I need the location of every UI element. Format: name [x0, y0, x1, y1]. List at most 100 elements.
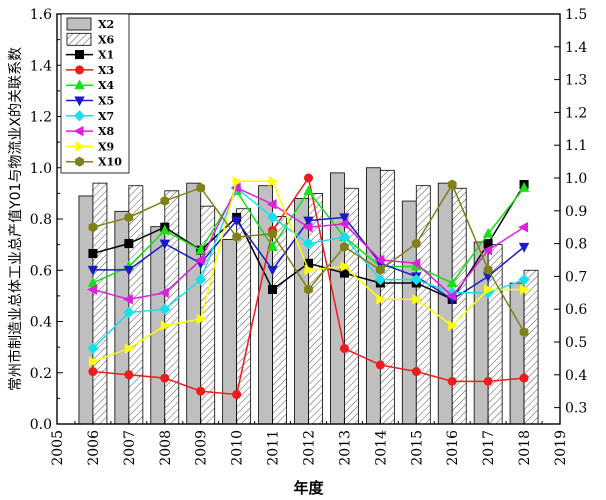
point-x8-2015	[410, 258, 421, 269]
point-x10-2014	[375, 264, 385, 275]
point-x4-2017	[482, 227, 494, 238]
legend: X2 X6 X1 X3 X4 X5 X7 X8 X9 X10	[60, 13, 130, 174]
point-x3-2008	[160, 373, 170, 383]
legend-marker-x8	[73, 125, 84, 137]
point-x7-2015	[410, 274, 422, 286]
point-x7-2011	[266, 211, 279, 223]
point-x3-2014	[375, 360, 385, 370]
point-x8-2018	[518, 222, 529, 233]
point-x7-2014	[374, 274, 386, 286]
point-x5-2011	[267, 265, 278, 276]
right-tick-label: 1.0	[565, 171, 587, 187]
legend-marker-x5	[74, 96, 85, 107]
point-x1-2011	[268, 285, 278, 295]
legend-label-x10: X10	[98, 156, 122, 169]
legend-label-x4: X4	[98, 79, 115, 92]
point-x3-2018	[519, 373, 529, 383]
legend-marker-x7	[73, 110, 86, 122]
left-tick-label: 1.0	[30, 161, 52, 177]
point-x5-2008	[159, 239, 170, 250]
legend-marker-x3	[75, 65, 85, 75]
point-x4-2008	[159, 224, 170, 235]
lines-layer	[87, 173, 530, 399]
point-x5-2018	[518, 242, 530, 253]
point-x3-2009	[196, 386, 206, 396]
point-x7-2006	[87, 342, 99, 355]
point-x9-2006	[88, 356, 99, 367]
point-x8-2012	[302, 222, 313, 233]
right-tick-label: 1.4	[565, 40, 587, 56]
point-x10-2018	[519, 327, 529, 338]
left-tick-label: 1.4	[30, 58, 52, 74]
right-tick-label: 0.4	[565, 368, 587, 384]
legend-label-x8: X8	[98, 125, 115, 138]
point-x10-2011	[268, 228, 277, 239]
x-tick-label: 2008	[158, 430, 174, 466]
x-tick-label: 2005	[50, 430, 66, 466]
bar-x2-2018	[509, 282, 525, 425]
point-x8-2013	[338, 218, 349, 230]
axis-titles: 年度 常州市制造业总体工业总产值Y01与物流业X的关联系数	[7, 47, 324, 497]
point-x4-2011	[267, 241, 278, 251]
point-x5-2012	[303, 216, 314, 227]
bar-x2-2011	[258, 185, 273, 425]
point-x3-2016	[447, 376, 457, 386]
bar-x6-2016	[451, 187, 467, 425]
point-x10-2007	[124, 212, 134, 223]
legend-marker-x10	[75, 156, 84, 167]
point-x8-2006	[87, 284, 97, 295]
point-x3-2013	[339, 344, 349, 354]
legend-marker-x1	[75, 50, 85, 60]
point-x9-2018	[520, 284, 530, 295]
point-x3-2006	[88, 367, 98, 377]
legend-label-x1: X1	[98, 49, 114, 62]
point-x9-2007	[124, 343, 135, 354]
point-x9-2008	[160, 320, 171, 331]
x-tick-label: 2016	[445, 430, 461, 466]
x-tick-label: 2013	[337, 430, 353, 466]
bar-x6-2014	[379, 169, 395, 425]
point-x7-2012	[302, 237, 315, 250]
x-tick-label: 2009	[194, 430, 210, 466]
point-x10-2010	[232, 231, 242, 243]
point-x9-2012	[304, 264, 315, 276]
right-tick-label: 1.5	[565, 7, 587, 23]
point-x10-2012	[304, 284, 313, 295]
legend-label-x7: X7	[98, 110, 114, 123]
y-axis-title: 常州市制造业总体工业总产值Y01与物流业X的关联系数	[7, 47, 24, 391]
point-x5-2010	[231, 216, 242, 227]
x-tick-label: 2017	[481, 430, 497, 466]
left-tick-label: 1.6	[30, 7, 52, 23]
point-x7-2009	[195, 274, 207, 286]
right-tick-label: 0.3	[565, 401, 587, 417]
x-tick-label: 2010	[230, 430, 246, 466]
point-x8-2016	[446, 290, 457, 302]
point-x4-2016	[447, 277, 458, 287]
point-x8-2011	[266, 199, 277, 210]
point-x1-2007	[124, 239, 134, 249]
left-tick-label: 1.2	[30, 110, 52, 126]
x-tick-label: 2007	[122, 430, 138, 466]
right-tick-label: 1.3	[565, 73, 587, 89]
right-tick-label: 1.1	[565, 138, 587, 154]
point-x8-2009	[194, 254, 205, 266]
left-tick-label: 0.2	[30, 366, 52, 382]
legend-label-x6: X6	[98, 33, 115, 46]
x-tick-label: 2006	[86, 430, 102, 466]
bar-x2-2015	[401, 200, 417, 425]
legend-label-x2: X2	[98, 18, 114, 31]
point-x9-2014	[376, 294, 387, 305]
x-tick-label: 2014	[373, 430, 389, 466]
right-tick-label: 0.5	[565, 335, 587, 351]
x-tick-label: 2019	[553, 430, 569, 466]
point-x5-2007	[123, 265, 135, 276]
legend-swatch-x2	[66, 17, 92, 31]
left-tick-label: 0.4	[30, 315, 52, 331]
right-tick-label: 0.6	[565, 302, 587, 318]
bar-x2-2012	[294, 198, 309, 425]
point-x7-2008	[159, 303, 171, 315]
point-x9-2015	[412, 294, 423, 305]
right-tick-label: 1.2	[565, 105, 587, 121]
point-x7-2007	[123, 306, 135, 319]
right-tick-label: 0.7	[565, 269, 587, 285]
